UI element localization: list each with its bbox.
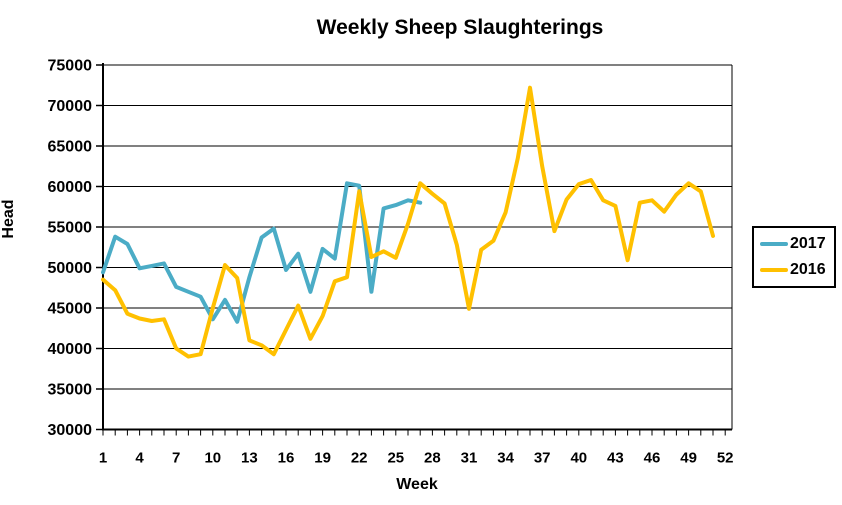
x-tick-label: 19 [314,450,331,467]
legend-swatch-2017 [760,242,788,247]
x-tick-label: 1 [99,450,107,467]
legend: 2017 2016 [752,226,836,288]
x-tick-label: 40 [570,450,587,467]
y-tick-label: 70000 [48,98,93,115]
y-tick-label: 30000 [48,422,93,439]
x-tick-label: 52 [717,450,734,467]
legend-label-2016: 2016 [790,260,826,278]
legend-item-2017: 2017 [754,235,834,253]
series-2016-line [101,85,715,359]
y-tick-label: 60000 [48,179,93,196]
legend-item-2016: 2016 [754,261,834,279]
x-tick-label: 34 [497,450,514,467]
y-tick-label: 35000 [48,382,93,399]
x-tick-label: 37 [534,450,551,467]
x-tick-label: 46 [644,450,661,467]
legend-swatch-2016 [760,267,788,272]
x-tick-label: 13 [241,450,258,467]
y-tick-label: 75000 [48,58,93,75]
x-tick-label: 31 [461,450,478,467]
x-tick-label: 10 [204,450,221,467]
x-tick-label: 4 [135,450,144,467]
y-tick-label: 45000 [48,301,93,318]
y-tick-label: 65000 [48,139,93,156]
x-tick-label: 7 [172,450,180,467]
y-tick-label: 50000 [48,260,93,277]
x-tick-label: 22 [351,450,368,467]
x-tick-label: 49 [680,450,697,467]
y-tick-label: 40000 [48,341,93,358]
x-tick-label: 43 [607,450,624,467]
x-tick-label: 16 [278,450,295,467]
legend-label-2017: 2017 [790,235,826,253]
x-tick-label: 25 [387,450,404,467]
y-tick-label: 55000 [48,220,93,237]
series-2017-line [101,181,423,324]
x-tick-label: 28 [424,450,441,467]
x-axis-title: Week [396,476,438,493]
chart-title: Weekly Sheep Slaughterings [316,16,604,39]
